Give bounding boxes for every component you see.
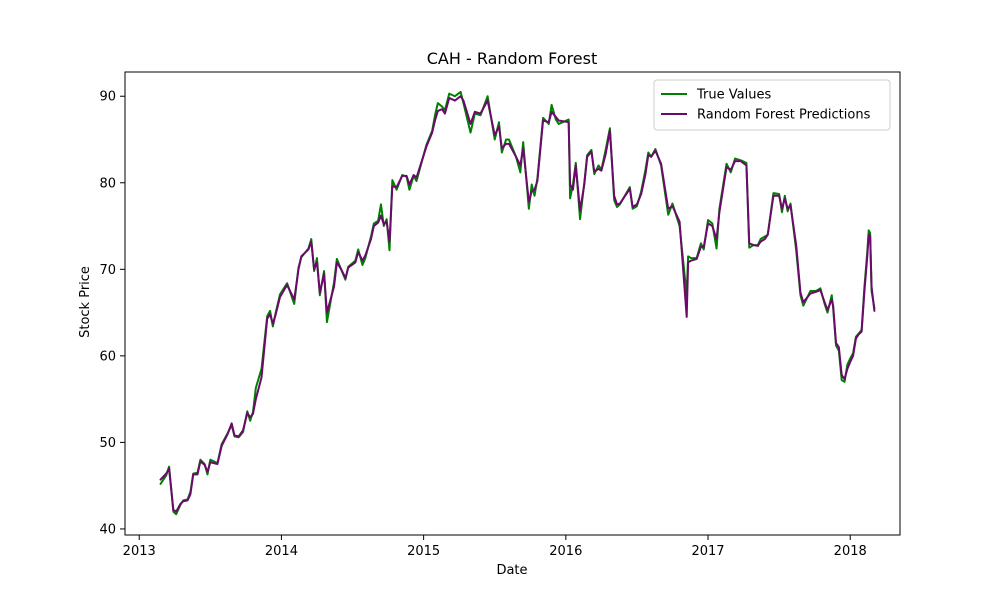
x-tick-label: 2018: [834, 544, 867, 559]
plot-area: 2013 2014 2015 2016 2017 2018 40 50 60 70 80 90: [99, 71, 901, 559]
x-tick-label: 2015: [407, 544, 440, 559]
y-tick-label: 40: [99, 522, 116, 537]
legend-box: [653, 79, 891, 131]
chart-title: CAH - Random Forest: [427, 49, 598, 68]
y-axis-label: Stock Price: [78, 266, 93, 338]
x-tick-label: 2017: [691, 544, 724, 559]
legend-entry-label: True Values: [696, 88, 771, 103]
legend: True Values Random Forest Predictions: [653, 79, 891, 131]
axes-frame: [124, 71, 901, 536]
x-tick-label: 2013: [123, 544, 156, 559]
x-axis-label: Date: [496, 563, 527, 578]
y-tick-label: 70: [99, 263, 116, 278]
x-tick-label: 2016: [549, 544, 582, 559]
y-tick-label: 80: [99, 176, 116, 191]
y-tick-label: 90: [99, 90, 116, 105]
x-tick-label: 2014: [265, 544, 298, 559]
series-line-predictions: [159, 95, 876, 513]
y-tick-label: 50: [99, 436, 116, 451]
y-tick-label: 60: [99, 349, 116, 364]
legend-entry-label: Random Forest Predictions: [697, 108, 871, 123]
